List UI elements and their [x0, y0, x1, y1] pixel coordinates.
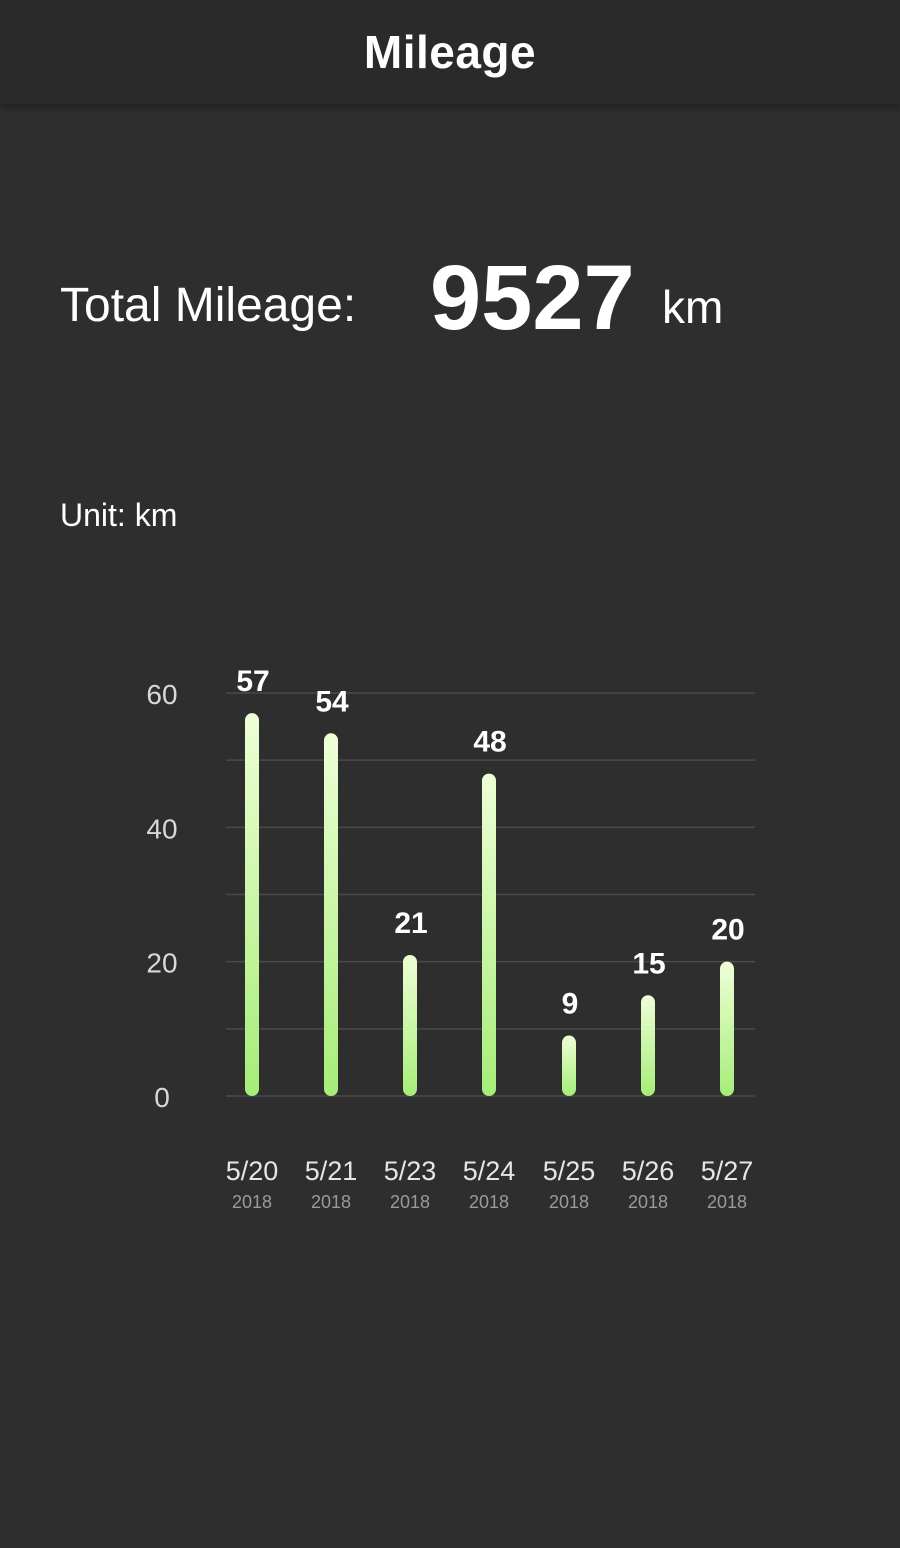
data-label: 57: [236, 665, 269, 698]
x-tick-year-label: 2018: [469, 1192, 509, 1212]
x-tick-label: 5/27: [701, 1156, 754, 1186]
data-label: 15: [632, 947, 665, 980]
y-tick-label: 0: [154, 1082, 170, 1113]
header-bar: Mileage: [0, 0, 900, 104]
x-tick-year-label: 2018: [390, 1192, 430, 1212]
total-mileage-unit: km: [662, 281, 724, 333]
bar-5/26: [641, 995, 655, 1096]
bar-5/27: [720, 961, 734, 1096]
x-tick-year-label: 2018: [707, 1192, 747, 1212]
x-tick-label: 5/23: [384, 1156, 437, 1186]
bar-5/24: [482, 773, 496, 1096]
y-tick-label: 40: [146, 813, 177, 844]
chart-unit-label: Unit: km: [60, 497, 178, 533]
x-tick-label: 5/21: [305, 1156, 358, 1186]
x-tick-year-label: 2018: [628, 1192, 668, 1212]
x-tick-label: 5/26: [622, 1156, 675, 1186]
bar-5/21: [324, 733, 338, 1096]
data-label: 21: [394, 907, 427, 940]
y-tick-label: 60: [146, 679, 177, 710]
data-label: 20: [711, 914, 744, 947]
x-tick-year-label: 2018: [549, 1192, 589, 1212]
total-mileage-label: Total Mileage:: [60, 279, 357, 332]
x-tick-label: 5/20: [226, 1156, 279, 1186]
bar-5/20: [245, 713, 259, 1096]
data-label: 9: [562, 988, 579, 1021]
bar-5/23: [403, 954, 417, 1096]
x-tick-year-label: 2018: [232, 1192, 272, 1212]
page-title: Mileage: [363, 26, 537, 78]
data-label: 48: [473, 726, 506, 759]
y-tick-label: 20: [146, 948, 177, 979]
x-tick-label: 5/25: [543, 1156, 596, 1186]
bar-5/25: [562, 1035, 576, 1096]
total-mileage-value: 9527: [430, 247, 635, 349]
data-label: 54: [315, 685, 349, 718]
x-tick-year-label: 2018: [311, 1192, 351, 1212]
x-tick-label: 5/24: [463, 1156, 516, 1186]
